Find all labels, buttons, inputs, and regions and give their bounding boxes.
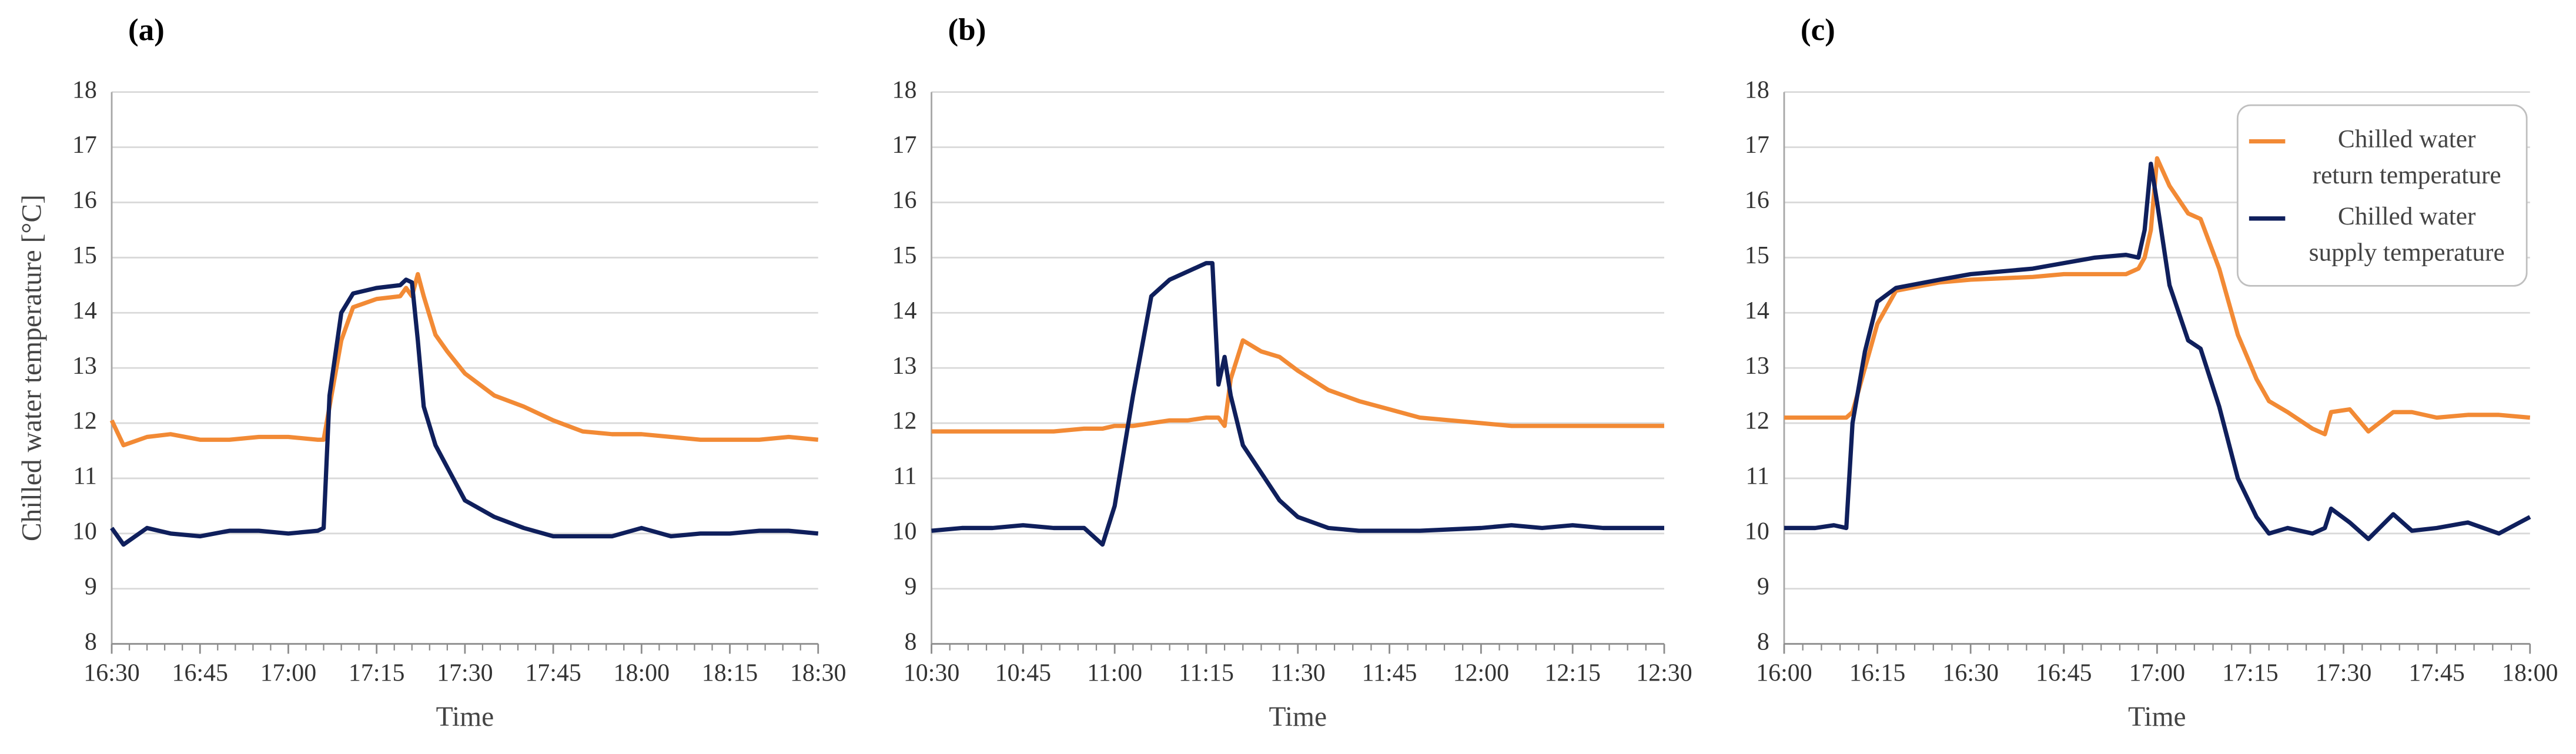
x-tick-label: 12:15 [1544,659,1600,686]
x-axis-label: Time [1269,702,1327,732]
series-line [931,261,1664,547]
x-axis-label: Time [2128,702,2186,732]
x-tick-label: 16:30 [1942,659,1998,686]
x-tick-label: 16:00 [1756,659,1812,686]
y-tick-label: 18 [1745,76,1769,103]
x-tick-label: 12:30 [1636,659,1692,686]
y-tick-label: 12 [892,408,917,435]
y-tick-label: 8 [85,628,97,655]
y-tick-label: 15 [892,242,917,269]
x-tick-label: 18:30 [790,659,846,686]
x-tick-label: 17:15 [2222,659,2278,686]
y-tick-label: 9 [904,573,916,600]
chart-panel: (b) 8 9 10 11 12 13 14 15 16 17 18 10:30 10:45 11:00 11… [892,13,1692,732]
y-tick-label: 9 [85,573,97,600]
y-tick-label: 10 [72,518,97,545]
y-tick-label: 10 [1745,518,1769,545]
x-tick-label: 11:00 [1087,659,1142,686]
y-axis-label: Chilled water temperature [°C] [17,195,48,541]
y-tick-label: 17 [72,132,97,159]
legend: Chilled water return temperature Chilled w… [2236,104,2528,287]
x-axis-label: Time [436,702,494,732]
x-tick-label: 17:00 [2129,659,2185,686]
y-tick-label: 11 [893,463,916,490]
x-tick-label: 16:15 [1849,659,1905,686]
y-tick-label: 16 [892,187,917,214]
x-tick-label: 10:45 [995,659,1051,686]
chart-title: (b) [948,13,986,47]
y-tick-label: 17 [892,132,917,159]
y-tick-label: 8 [1757,628,1769,655]
x-tick-label: 11:30 [1270,659,1326,686]
chart-panel: (a) 8 9 10 11 12 13 14 15 16 17 18 16:30 16:45 17:00 17… [17,13,847,732]
x-tick-label: 17:15 [349,659,404,686]
y-tick-label: 13 [1745,353,1769,380]
y-tick-label: 16 [1745,187,1769,214]
x-tick-label: 16:45 [2036,659,2092,686]
series-line [931,338,1664,434]
x-tick-label: 18:00 [2502,659,2558,686]
x-tick-label: 16:30 [83,659,139,686]
y-tick-label: 14 [72,297,97,324]
series-line [110,277,819,547]
chart-title: (a) [128,13,165,47]
series-line [109,272,819,448]
legend-label: Chilled water return temperature [2313,125,2501,189]
x-tick-label: 12:00 [1453,659,1509,686]
y-tick-label: 14 [1745,297,1769,324]
x-tick-label: 16:45 [172,659,228,686]
x-tick-label: 17:30 [2316,659,2371,686]
y-tick-label: 14 [892,297,917,324]
y-tick-label: 16 [72,187,97,214]
y-tick-label: 13 [892,353,917,380]
x-tick-label: 18:15 [702,659,758,686]
x-tick-label: 17:30 [437,659,493,686]
legend-box [2236,104,2528,287]
series-line [1784,156,2531,437]
y-tick-label: 17 [1745,132,1769,159]
x-tick-label: 11:45 [1362,659,1417,686]
series-line [1784,162,2531,541]
x-tick-label: 18:00 [614,659,670,686]
y-tick-label: 8 [904,628,916,655]
y-tick-label: 15 [72,242,97,269]
chart-title: (c) [1801,13,1835,47]
y-tick-label: 18 [892,76,917,103]
y-tick-label: 18 [72,76,97,103]
x-tick-label: 17:00 [260,659,316,686]
y-tick-label: 12 [72,408,97,435]
legend-label: Chilled water supply temperature [2309,202,2505,266]
y-tick-label: 11 [1745,463,1769,490]
x-tick-label: 10:30 [904,659,959,686]
y-tick-label: 15 [1745,242,1769,269]
x-tick-label: 11:15 [1179,659,1234,686]
y-tick-label: 12 [1745,408,1769,435]
y-tick-label: 13 [72,353,97,380]
chart-panel: (c) 8 9 10 11 12 13 14 15 16 17 18 16:00 16:15 16:30 16… [1745,13,2558,732]
y-tick-label: 9 [1757,573,1769,600]
x-tick-label: 17:45 [2408,659,2464,686]
y-tick-label: 11 [73,463,97,490]
x-tick-label: 17:45 [525,659,581,686]
y-tick-label: 10 [892,518,917,545]
